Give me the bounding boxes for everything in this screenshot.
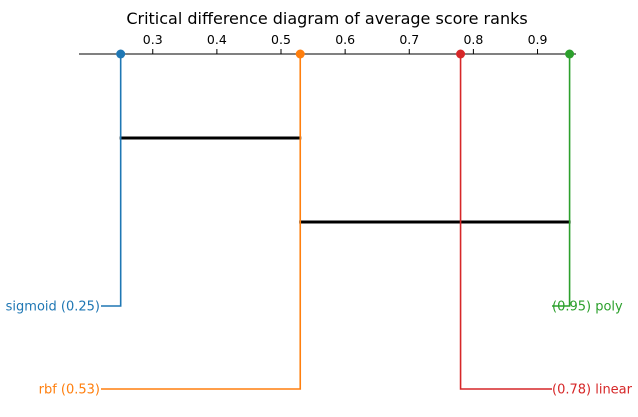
chart-title: Critical difference diagram of average s… xyxy=(126,9,527,28)
axis-ticks: 0.3 0.4 0.5 0.6 0.7 0.8 0.9 xyxy=(143,32,548,54)
method-line-linear xyxy=(459,54,552,390)
method-markers: sigmoid (0.25) rbf (0.53) (0.78) linear (0.… xyxy=(6,49,633,398)
method-line-sigmoid xyxy=(101,54,122,307)
clique-bars xyxy=(119,136,571,224)
axis-tick-label: 0.7 xyxy=(399,32,419,47)
method-marker-rbf xyxy=(295,49,305,59)
axis-tick-label: 0.5 xyxy=(271,32,291,47)
axis-tick-label: 0.6 xyxy=(335,32,355,47)
axis-tick-label: 0.3 xyxy=(143,32,163,47)
method-marker-linear xyxy=(456,49,466,59)
method-line-poly xyxy=(552,54,571,307)
method-label-poly: (0.95) poly xyxy=(552,300,623,315)
method-label-linear: (0.78) linear xyxy=(552,383,633,398)
method-label-rbf: rbf (0.53) xyxy=(39,383,100,398)
axis-tick-label: 0.4 xyxy=(207,32,227,47)
method-label-sigmoid: sigmoid (0.25) xyxy=(6,300,100,315)
method-marker-sigmoid xyxy=(116,49,126,59)
axis-tick-label: 0.9 xyxy=(528,32,548,47)
method-line-rbf xyxy=(101,54,302,390)
axis-tick-label: 0.8 xyxy=(463,32,483,47)
method-marker-poly xyxy=(565,49,575,59)
